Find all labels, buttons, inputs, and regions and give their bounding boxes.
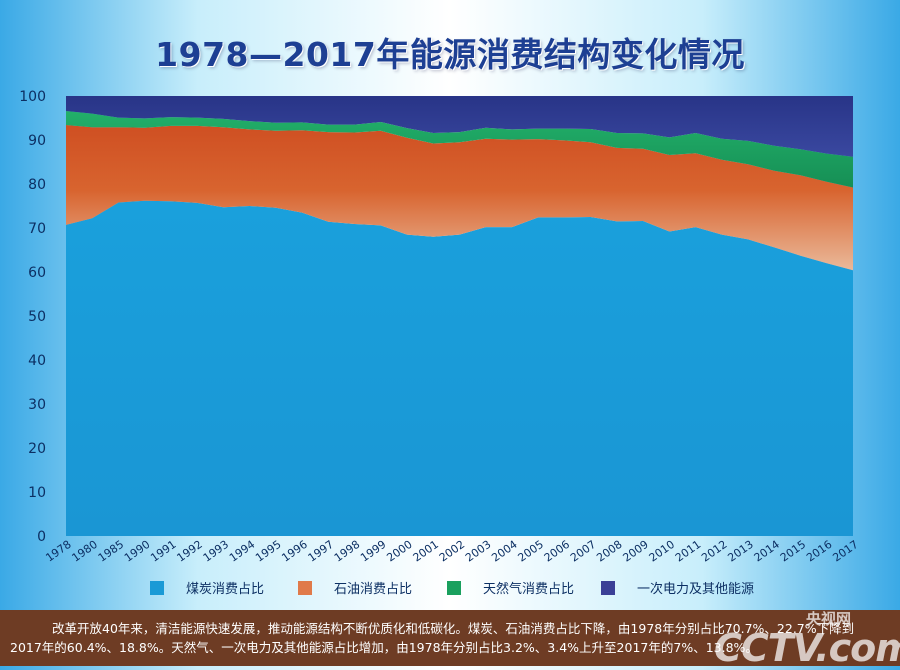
y-tick-label: 40	[28, 353, 46, 369]
y-tick-label: 80	[28, 177, 46, 193]
x-axis: 1978198019851990199119921993199419951996…	[43, 538, 860, 565]
y-tick-label: 10	[28, 485, 46, 501]
x-tick-label: 1994	[227, 538, 257, 565]
x-tick-label: 1985	[96, 538, 126, 565]
series-area-4	[66, 96, 853, 157]
legend-item-3: 天然气消费占比	[447, 578, 574, 597]
x-tick-label: 2003	[463, 538, 493, 565]
x-tick-label: 2014	[752, 538, 782, 565]
legend-label: 一次电力及其他能源	[637, 582, 755, 597]
x-tick-label: 2007	[568, 538, 598, 565]
x-tick-label: 2006	[542, 538, 572, 565]
x-tick-label: 2016	[804, 538, 834, 565]
y-tick-label: 50	[28, 309, 46, 325]
x-tick-label: 1990	[122, 538, 152, 565]
x-tick-label: 1995	[253, 538, 283, 565]
x-tick-label: 1998	[332, 538, 362, 565]
y-tick-label: 20	[28, 441, 46, 457]
x-tick-label: 2000	[384, 538, 414, 565]
x-tick-label: 2008	[594, 538, 624, 565]
legend-swatch	[601, 580, 615, 595]
series-area-1	[66, 200, 853, 536]
legend-item-4: 一次电力及其他能源	[601, 578, 754, 597]
x-tick-label: 2017	[830, 538, 860, 565]
legend-swatch	[447, 580, 461, 595]
legend-item-2: 石油消费占比	[298, 578, 412, 597]
x-tick-label: 2012	[699, 538, 729, 565]
x-tick-label: 1992	[174, 538, 204, 565]
plot-area	[66, 96, 853, 536]
chart-title: 1978—2017年能源消费结构变化情况	[155, 35, 745, 74]
x-tick-label: 1978	[43, 538, 73, 565]
legend-swatch	[298, 580, 312, 595]
legend-swatch	[150, 580, 164, 595]
x-tick-label: 2011	[673, 538, 703, 565]
x-tick-label: 2001	[411, 538, 441, 565]
y-tick-label: 90	[28, 133, 46, 149]
x-tick-label: 2005	[516, 538, 546, 565]
x-tick-label: 2009	[620, 538, 650, 565]
legend-item-1: 煤炭消费占比	[150, 578, 264, 597]
caption-line-1: 改革开放40年来，清洁能源快速发展，推动能源结构不断优质化和低碳化。煤炭、石油消…	[52, 621, 855, 636]
y-tick-label: 100	[19, 89, 46, 105]
y-tick-label: 0	[37, 529, 46, 545]
x-tick-label: 2010	[647, 538, 677, 565]
legend-label: 煤炭消费占比	[186, 582, 265, 597]
x-tick-label: 1999	[358, 538, 388, 565]
legend-label: 天然气消费占比	[483, 582, 575, 597]
y-tick-label: 60	[28, 265, 46, 281]
x-tick-label: 2002	[437, 538, 467, 565]
legend: 煤炭消费占比 石油消费占比 天然气消费占比 一次电力及其他能源	[0, 578, 900, 608]
caption-line-2: 2017年的60.4%、18.8%。天然气、一次电力及其他能源占比增加，由197…	[10, 640, 758, 655]
x-tick-label: 2013	[725, 538, 755, 565]
x-tick-label: 1991	[148, 538, 178, 565]
footer-caption: 改革开放40年来，清洁能源快速发展，推动能源结构不断优质化和低碳化。煤炭、石油消…	[0, 610, 900, 666]
legend-label: 石油消费占比	[334, 582, 413, 597]
y-tick-label: 30	[28, 397, 46, 413]
x-tick-label: 1997	[306, 538, 336, 565]
x-tick-label: 2015	[778, 538, 808, 565]
x-tick-label: 1980	[70, 538, 100, 565]
x-tick-label: 1993	[201, 538, 231, 565]
x-tick-label: 1996	[279, 538, 309, 565]
x-tick-label: 2004	[489, 538, 519, 565]
y-axis: 0 10 20 30 40 50 60 70 80 90 100	[19, 89, 46, 545]
series-area-2	[66, 125, 853, 271]
y-tick-label: 70	[28, 221, 46, 237]
series-area-3	[66, 111, 853, 188]
